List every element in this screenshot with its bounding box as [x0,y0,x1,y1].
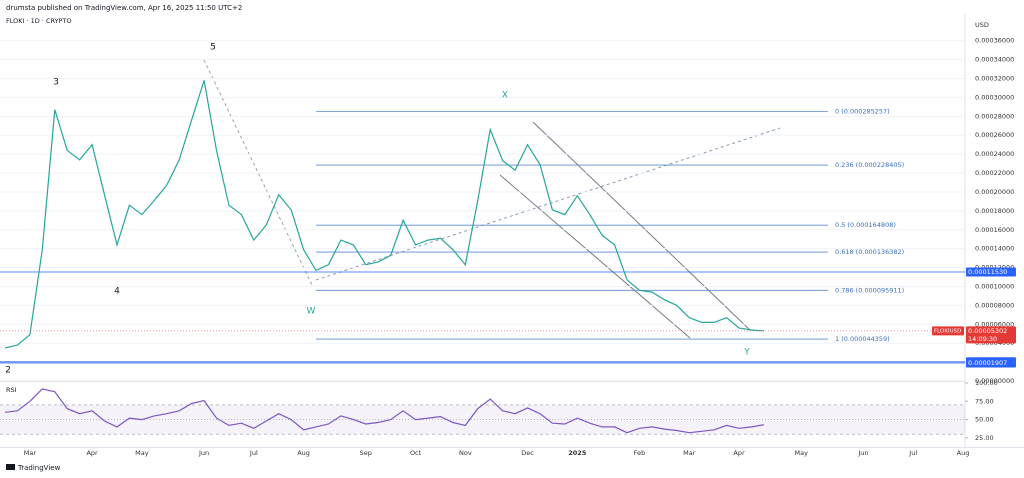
axis-unit: USD [975,21,989,29]
channel-line [532,121,751,331]
y-tick-label: 0.00008000 [975,301,1014,309]
wave-label: 2 [5,366,11,376]
x-tick-label: Mar [24,449,37,457]
y-tick-label: 50.00 [975,416,994,424]
price-tag [966,358,1016,368]
x-tick-label: Apr [733,449,745,457]
y-tick-label: 0.00030000 [975,93,1014,101]
x-tick-label: May [795,449,809,457]
header: drumsta published on TradingView.com, Ap… [6,4,242,12]
wave-label: X [502,91,508,101]
x-tick-label: Oct [410,449,422,457]
symbol-label: FLOKI · 1D · CRYPTO [6,17,72,25]
x-tick-label: 2025 [568,449,587,457]
fib-label: 0.618 (0.000136382) [835,248,904,256]
y-tick-label: 0.00018000 [975,207,1014,215]
price-tag-label: 0.00011530 [968,268,1007,276]
y-tick-label: 0.00024000 [975,150,1014,158]
y-tick-label: 0.00026000 [975,131,1014,139]
x-tick-label: Mar [683,449,696,457]
y-tick-label: 0.00032000 [975,75,1014,83]
price-tag [966,267,1016,277]
y-tick-label: 0.00016000 [975,226,1014,234]
x-tick-label: Jul [908,449,917,457]
y-tick-label: 0.00020000 [975,188,1014,196]
x-tick-label: Jun [857,449,868,457]
y-tick-label: 0.00034000 [975,56,1014,64]
fib-label: 0.236 (0.000228405) [835,161,904,169]
x-tick-label: Apr [86,449,98,457]
footer: TradingView [17,464,61,472]
y-tick-label: 100.00 [975,379,998,387]
x-tick-label: Aug [297,449,310,457]
price-line [4,80,764,349]
wave-label: Y [743,348,750,358]
y-tick-label: 0.00000000 [975,377,1014,385]
fib-label: 0.786 (0.000095911) [835,286,904,294]
fib-label: 0 (0.000285257) [835,107,890,115]
fib-label: 1 (0.000044359) [835,335,890,343]
x-tick-label: May [135,449,149,457]
x-tick-label: Nov [459,449,472,457]
price-tag-label: 0.00005302 [968,327,1007,335]
wave-label: 5 [210,43,216,53]
y-tick-label: 25.00 [975,434,994,442]
y-tick-label: 0.00028000 [975,112,1014,120]
channel-line [499,174,691,339]
x-tick-label: Feb [634,449,646,457]
rsi-line [4,388,765,434]
y-tick-label: 0.00006000 [975,320,1014,328]
y-tick-label: 0.00014000 [975,245,1014,253]
symbol-tag-label: FLOKIUSD [934,328,961,334]
x-tick-label: Sep [360,449,372,457]
countdown: 14:09:30 [968,335,997,343]
x-tick-label: Jun [198,449,209,457]
y-tick-label: 75.00 [975,397,994,405]
x-tick-label: Aug [957,449,970,457]
x-tick-label: Jul [249,449,258,457]
wave-label: W [307,307,316,317]
symbol-tag [932,326,964,336]
price-tag [966,326,1016,344]
wave-label: 4 [114,287,120,297]
footer-logo: TradingView [6,464,61,472]
price-tag-label: 0.00001907 [968,359,1007,367]
y-tick-label: 0.00010000 [975,282,1014,290]
y-tick-label: 0.00036000 [975,37,1014,45]
y-tick-label: 0.00022000 [975,169,1014,177]
rsi-title: RSI [6,386,17,394]
x-tick-label: Dec [521,449,534,457]
wave-label: 3 [53,78,59,88]
fib-label: 0.5 (0.000164808) [835,221,896,229]
